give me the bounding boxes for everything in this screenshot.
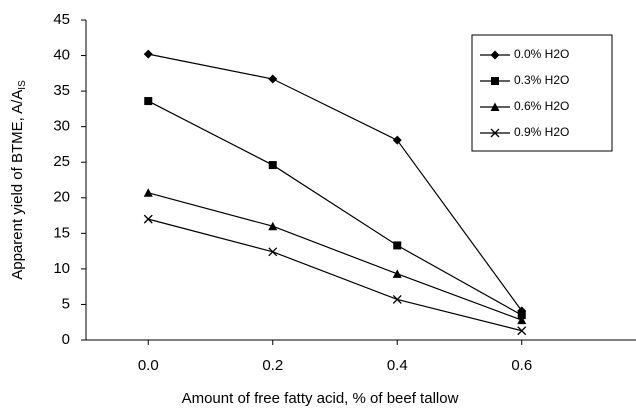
marker [268,161,277,170]
y-tick-label: 40 [53,47,70,64]
marker [490,128,500,138]
marker [517,315,527,325]
legend-label: 0.0% H2O [514,47,569,61]
x-tick-label: 0.0 [138,357,159,374]
series-line [147,100,523,316]
marker [490,102,500,111]
series-line [148,192,522,321]
marker [392,135,402,145]
marker [268,74,278,84]
y-axis-label-main: Apparent yield of BTME, A/A [9,90,26,280]
marker [517,311,526,320]
marker [393,241,402,250]
marker [143,49,153,59]
legend-label: 0.6% H2O [514,99,569,113]
series-line [148,53,523,312]
y-tick-label: 30 [53,118,70,135]
y-tick-label: 45 [53,11,70,28]
y-tick-label: 25 [53,153,70,170]
y-tick-label: 15 [53,224,70,241]
y-tick-label: 5 [62,295,70,312]
series-line [148,218,522,332]
y-tick-label: 0 [62,331,70,348]
y-tick-label: 10 [53,260,70,277]
marker [517,326,527,336]
legend-label: 0.9% H2O [514,125,569,139]
y-axis-label: Apparent yield of BTME, A/AIS [9,80,28,280]
marker [268,221,278,231]
x-tick-label: 0.4 [387,357,408,374]
marker [143,214,153,224]
legend: 0.0% H2O 0.3% H2O 0.6% H2O 0.9% H2O [471,34,613,152]
marker [143,188,153,197]
x-tick-label: 0.6 [511,357,532,374]
x-axis-label: Amount of free fatty acid, % of beef tal… [182,390,459,407]
marker [392,269,402,278]
y-tick-label: 35 [53,82,70,99]
y-axis-label-subscript: IS [17,80,28,90]
x-tick-label: 0.2 [262,357,283,374]
legend-label: 0.3% H2O [514,73,569,87]
marker [392,295,402,304]
marker [268,247,278,257]
marker [490,50,500,60]
y-tick-label: 20 [53,189,70,206]
marker [491,77,499,85]
marker [144,97,153,106]
